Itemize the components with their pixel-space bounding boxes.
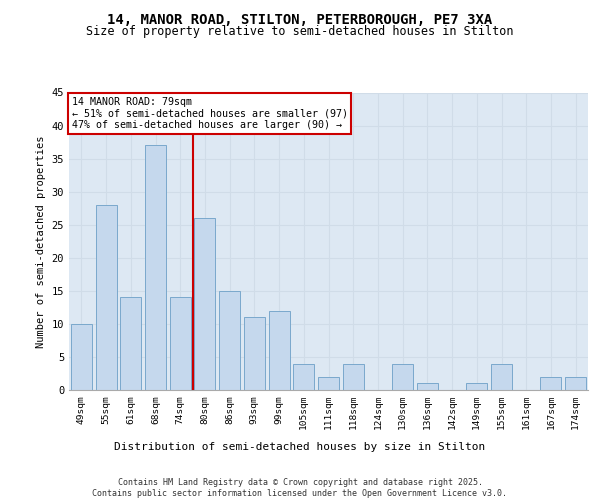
Bar bbox=[170, 298, 191, 390]
Bar bbox=[244, 318, 265, 390]
Bar bbox=[491, 364, 512, 390]
Text: Contains HM Land Registry data © Crown copyright and database right 2025.
Contai: Contains HM Land Registry data © Crown c… bbox=[92, 478, 508, 498]
Bar bbox=[343, 364, 364, 390]
Y-axis label: Number of semi-detached properties: Number of semi-detached properties bbox=[36, 135, 46, 348]
Bar bbox=[71, 324, 92, 390]
Text: 14, MANOR ROAD, STILTON, PETERBOROUGH, PE7 3XA: 14, MANOR ROAD, STILTON, PETERBOROUGH, P… bbox=[107, 12, 493, 26]
Bar bbox=[541, 377, 562, 390]
Bar bbox=[95, 205, 116, 390]
Bar bbox=[194, 218, 215, 390]
Bar bbox=[466, 384, 487, 390]
Bar bbox=[392, 364, 413, 390]
Bar bbox=[120, 298, 141, 390]
Bar bbox=[293, 364, 314, 390]
Bar bbox=[145, 146, 166, 390]
Bar bbox=[219, 291, 240, 390]
Bar bbox=[417, 384, 438, 390]
Bar bbox=[269, 310, 290, 390]
Bar bbox=[318, 377, 339, 390]
Text: Distribution of semi-detached houses by size in Stilton: Distribution of semi-detached houses by … bbox=[115, 442, 485, 452]
Text: 14 MANOR ROAD: 79sqm
← 51% of semi-detached houses are smaller (97)
47% of semi-: 14 MANOR ROAD: 79sqm ← 51% of semi-detac… bbox=[71, 97, 347, 130]
Bar bbox=[565, 377, 586, 390]
Text: Size of property relative to semi-detached houses in Stilton: Size of property relative to semi-detach… bbox=[86, 25, 514, 38]
